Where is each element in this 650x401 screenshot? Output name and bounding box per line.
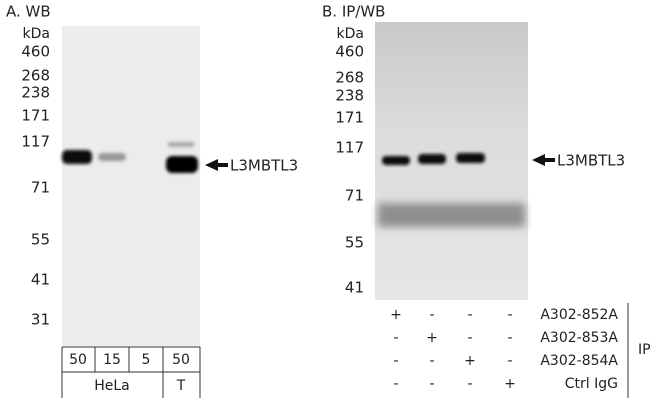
marker-label: 238 (21, 84, 50, 102)
marker-label: 268 (335, 69, 364, 87)
heavy-chain (378, 203, 525, 227)
band (98, 153, 126, 161)
band (168, 142, 194, 147)
arrow (532, 154, 555, 166)
band-label: L3MBTL3 (557, 152, 625, 170)
antibody-label: A302-853A (540, 330, 618, 346)
sign: - (429, 376, 434, 392)
sign: - (507, 307, 512, 323)
antibody-label: A302-854A (540, 353, 618, 369)
group-label: IP (638, 342, 650, 358)
marker-label: 171 (21, 107, 50, 125)
band (456, 153, 485, 163)
marker-label: 55 (31, 231, 50, 249)
sample-label: T (176, 378, 186, 394)
marker-label: 41 (345, 279, 364, 297)
marker-label: 238 (335, 87, 364, 105)
band (418, 154, 446, 164)
marker-label: 117 (335, 139, 364, 157)
sign: - (467, 376, 472, 392)
load-label: 50 (69, 352, 87, 368)
sign: - (467, 307, 472, 323)
blot (62, 26, 200, 346)
load-label: 15 (103, 352, 121, 368)
marker-label: 460 (335, 43, 364, 61)
sign: - (393, 353, 398, 369)
sign: - (507, 353, 512, 369)
band-label: L3MBTL3 (230, 157, 298, 175)
band (382, 156, 410, 165)
sign: + (426, 330, 438, 346)
marker-label: 171 (335, 109, 364, 127)
sign: + (464, 353, 476, 369)
sign: - (429, 307, 434, 323)
sample-label: HeLa (94, 378, 130, 394)
marker-label: 31 (31, 311, 50, 329)
marker-label: 268 (21, 67, 50, 85)
load-label: 5 (142, 352, 151, 368)
panel-title: A. WB (6, 3, 51, 21)
band (166, 156, 198, 173)
antibody-label: Ctrl IgG (565, 376, 618, 392)
sign: + (504, 376, 516, 392)
sign: - (507, 330, 512, 346)
panel-title: B. IP/WB (322, 3, 385, 21)
band (62, 150, 92, 164)
marker-label: 41 (31, 271, 50, 289)
load-label: 50 (172, 352, 190, 368)
sign: - (393, 330, 398, 346)
sign: + (390, 307, 402, 323)
unit-label: kDa (337, 26, 364, 42)
marker-label: 71 (345, 187, 364, 205)
unit-label: kDa (23, 26, 50, 42)
marker-label: 117 (21, 133, 50, 151)
marker-label: 460 (21, 43, 50, 61)
antibody-label: A302-852A (540, 307, 618, 323)
sign: - (429, 353, 434, 369)
marker-label: 71 (31, 179, 50, 197)
sign: - (467, 330, 472, 346)
marker-label: 55 (345, 234, 364, 252)
sign: - (393, 376, 398, 392)
arrow (205, 159, 228, 171)
